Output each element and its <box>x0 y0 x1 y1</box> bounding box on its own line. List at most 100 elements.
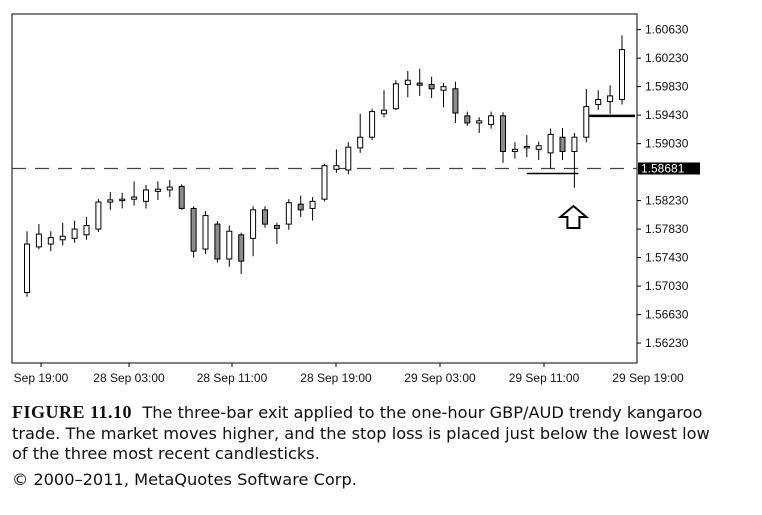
candle <box>47 231 54 252</box>
candle <box>321 163 328 202</box>
figure-label: FIGURE 11.10 <box>12 402 133 422</box>
candle <box>452 81 459 123</box>
x-tick-label: 29 Sep 11:00 <box>509 371 580 385</box>
y-tick-label: 1.56630 <box>645 308 689 322</box>
candle-body-up <box>83 225 90 236</box>
candle-body-up <box>71 228 78 239</box>
candle-body-up <box>24 243 30 293</box>
y-tick-label: 1.59430 <box>645 108 689 122</box>
candle <box>190 206 197 258</box>
candle-body-up <box>59 235 66 241</box>
figure-caption: FIGURE 11.10 The three-bar exit applied … <box>12 402 712 465</box>
candle-body-up <box>381 109 387 115</box>
caption-text: The three-bar exit applied to the one-ho… <box>12 403 710 463</box>
candle <box>333 149 340 173</box>
candle-body-down <box>428 84 435 90</box>
candle <box>59 222 66 246</box>
candle-body-down <box>214 223 221 260</box>
candle-body-down <box>262 209 268 225</box>
candle-body-up <box>535 145 542 150</box>
candle <box>559 127 566 161</box>
current-price-box <box>638 162 700 175</box>
x-axis: Sep 19:00 28 Sep 03:00 28 Sep 11:00 28 Sep … <box>14 363 684 385</box>
candle-body-up <box>369 111 376 138</box>
y-tick-label: 1.60230 <box>645 51 689 65</box>
candle <box>166 179 173 198</box>
candle <box>143 184 149 209</box>
candle-body-up <box>226 230 233 260</box>
candle <box>119 192 126 209</box>
candle <box>488 111 495 129</box>
level-markers <box>526 114 635 175</box>
candle-body-up <box>143 189 149 202</box>
candle-body-up <box>595 98 602 105</box>
candle-body-up <box>404 79 411 86</box>
candle-body-up <box>321 165 328 200</box>
candle <box>583 88 590 143</box>
candle <box>262 206 268 228</box>
candle <box>619 35 625 105</box>
plot-frame <box>11 13 638 364</box>
candle <box>523 135 530 158</box>
y-tick-label: 1.57430 <box>645 251 689 265</box>
x-tick-label: Sep 19:00 <box>14 371 69 385</box>
up-arrow-icon <box>557 204 590 229</box>
candle <box>381 90 387 118</box>
candle-body-up <box>119 198 126 202</box>
candle-body-up <box>202 215 209 250</box>
candle-body-up <box>333 165 340 170</box>
x-tick-label: 28 Sep 03:00 <box>93 371 165 385</box>
candle <box>392 80 399 111</box>
y-tick-label: 1.57830 <box>645 222 689 236</box>
candle <box>285 199 292 230</box>
candle <box>440 83 447 108</box>
y-axis: 1.60630 1.60230 1.59830 1.59430 1.59030 1.582… <box>637 23 700 350</box>
candle-body-up <box>309 200 316 209</box>
candle <box>369 108 376 141</box>
candle <box>571 132 578 188</box>
candle-body-down <box>559 136 566 152</box>
candle <box>83 216 90 240</box>
candle <box>595 90 602 111</box>
candle <box>71 220 78 243</box>
y-tick-label: 1.59830 <box>645 80 689 94</box>
plot-border <box>11 13 638 364</box>
candle-body-up <box>583 106 590 138</box>
y-tick-label: 1.56230 <box>645 336 689 350</box>
candle <box>428 76 435 99</box>
candle <box>476 117 483 133</box>
candle <box>297 195 304 217</box>
candle-body-up <box>166 186 173 191</box>
candlestick-chart: 1.60630 1.60230 1.59830 1.59430 1.59030 1.582… <box>11 13 700 385</box>
candle-body-up <box>107 199 114 203</box>
candle-body-down <box>190 207 197 252</box>
candle <box>404 70 411 98</box>
x-tick-label: 29 Sep 19:00 <box>612 371 684 385</box>
candle <box>345 142 352 175</box>
candle-body-up <box>47 237 54 245</box>
current-price-label: 1.58681 <box>641 161 685 175</box>
candle-body-down <box>500 115 506 152</box>
candle-body-down <box>464 115 471 124</box>
candle <box>273 222 280 245</box>
candle <box>309 197 316 221</box>
candle-body-up <box>607 95 614 103</box>
y-tick-label: 1.59030 <box>645 137 689 151</box>
candle-body-up <box>619 49 625 100</box>
candle-body-up <box>285 202 292 225</box>
y-tick-label: 1.60630 <box>645 23 689 37</box>
candle <box>500 112 506 163</box>
candle <box>357 113 364 153</box>
candle-body-up <box>357 136 364 149</box>
candle <box>214 221 221 263</box>
y-tick-label: 1.57030 <box>645 279 689 293</box>
candle <box>464 111 471 126</box>
copyright-line: © 2000–2011, MetaQuotes Software Corp. <box>12 470 357 489</box>
candle <box>416 68 423 96</box>
candle-body-down <box>416 82 423 86</box>
candle <box>107 192 114 210</box>
candle <box>95 199 102 232</box>
candle <box>238 232 245 274</box>
candle-body-up <box>392 83 399 110</box>
candle <box>607 85 614 114</box>
